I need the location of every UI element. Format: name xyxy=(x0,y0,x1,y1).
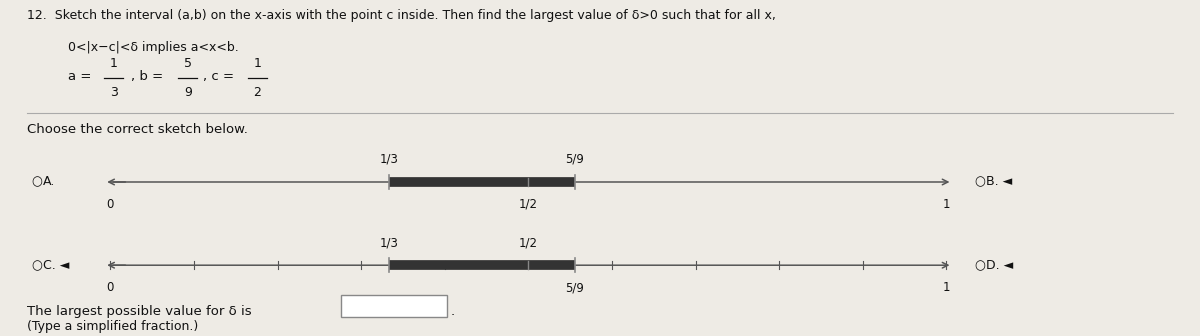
Text: 9: 9 xyxy=(184,86,192,99)
Text: ○: ○ xyxy=(31,175,42,188)
Text: 12.  Sketch the interval (a,b) on the x-axis with the point c inside. Then find : 12. Sketch the interval (a,b) on the x-a… xyxy=(26,9,775,22)
Text: 5/9: 5/9 xyxy=(565,153,584,166)
Text: 1/3: 1/3 xyxy=(379,153,398,166)
Text: D. ◄: D. ◄ xyxy=(986,259,1013,272)
Text: (Type a simplified fraction.): (Type a simplified fraction.) xyxy=(26,320,198,333)
Text: The largest possible value for δ is: The largest possible value for δ is xyxy=(26,305,251,318)
Text: Choose the correct sketch below.: Choose the correct sketch below. xyxy=(26,123,247,136)
Text: C. ◄: C. ◄ xyxy=(43,259,70,272)
Text: ○: ○ xyxy=(974,259,985,272)
Text: ○: ○ xyxy=(974,175,985,188)
FancyBboxPatch shape xyxy=(341,295,448,317)
Text: 2: 2 xyxy=(253,86,262,99)
Text: 5: 5 xyxy=(184,57,192,70)
Text: ○: ○ xyxy=(31,259,42,272)
Text: 1/2: 1/2 xyxy=(518,236,538,249)
Text: 0: 0 xyxy=(107,281,114,294)
Text: A.: A. xyxy=(43,175,55,188)
Text: 1: 1 xyxy=(110,57,118,70)
Text: 1: 1 xyxy=(253,57,262,70)
Text: , b =: , b = xyxy=(131,70,163,83)
Text: 1/2: 1/2 xyxy=(518,198,538,211)
Text: 1: 1 xyxy=(943,281,950,294)
Text: a =: a = xyxy=(68,70,92,83)
Text: .: . xyxy=(451,305,455,318)
Text: 5/9: 5/9 xyxy=(565,281,584,294)
Text: B. ◄: B. ◄ xyxy=(986,175,1012,188)
Text: 0<|x−c|<δ implies a<x<b.: 0<|x−c|<δ implies a<x<b. xyxy=(68,41,239,54)
Text: 0: 0 xyxy=(107,198,114,211)
Text: 1/3: 1/3 xyxy=(379,236,398,249)
Text: , c =: , c = xyxy=(204,70,234,83)
Text: 1: 1 xyxy=(943,198,950,211)
Text: 3: 3 xyxy=(110,86,118,99)
